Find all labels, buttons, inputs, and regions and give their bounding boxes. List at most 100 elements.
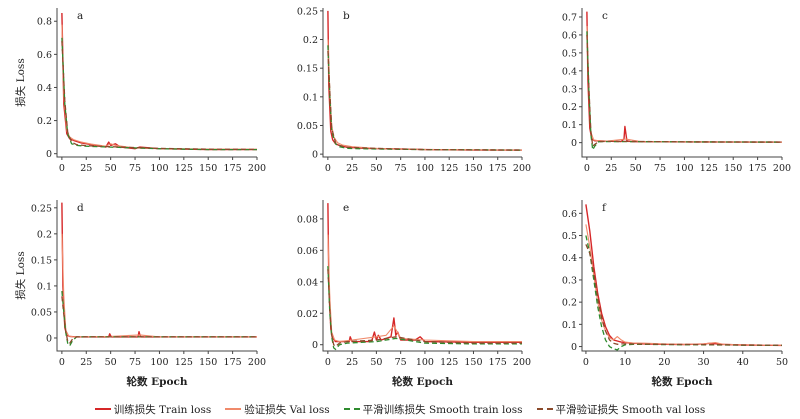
y-tick-label: 0.1 [562,120,577,131]
series-line-f-0 [585,204,783,347]
axes-b [322,8,522,158]
y-axis-label-a: 损失 Loss [14,58,27,106]
y-tick-label: 0 [312,340,318,351]
y-tick-label: 0.7 [562,12,577,23]
panel-letter-d: d [77,202,84,214]
y-tick-label: 0.02 [297,309,318,320]
series-line-a-1 [61,24,258,150]
axes-d [56,200,257,352]
x-tick-label: 50 [105,163,117,174]
x-axis-label-d: 轮数 Epoch [126,375,187,388]
x-tick-label: 125 [440,357,458,368]
series-line-b-1 [327,39,523,151]
legend-item-val: 验证损失 Val loss [225,402,330,417]
series-line-b-2 [327,45,523,151]
y-tick-label: 0.15 [297,64,318,75]
series-line-f-1 [585,224,783,346]
panel-e: 0 25 50 75 100 125 150 175 200 0 0.02 0.04 0.06 0.08 e… [297,200,531,388]
legend-item-train: 训练损失 Train loss [94,402,212,417]
y-tick-label: 0.08 [297,214,318,225]
panel-c: 0 25 50 75 100 125 150 175 200 0 0.1 0.2 0.3 0.4 0.5 0.… [562,8,791,174]
x-tick-label: 75 [395,357,407,368]
legend-label-smooth-val: 平滑验证损失 Smooth val loss [555,403,706,416]
y-tick-label: 0 [46,149,52,160]
x-tick-label: 100 [150,163,168,174]
panel-letter-a: a [77,10,83,22]
x-tick-label: 175 [224,357,242,368]
y-tick-label: 0.04 [297,277,318,288]
x-tick-label: 200 [513,357,531,368]
y-tick-label: 0 [571,342,577,353]
x-tick-label: 75 [129,163,141,174]
panel-b: 0 25 50 75 100 125 150 175 200 0 0.05 0.1 0.15 0.2 0.2… [297,6,531,174]
x-tick-label: 0 [325,163,331,174]
x-tick-label: 150 [199,163,217,174]
y-tick-label: 0.2 [37,229,52,240]
y-tick-label: 0.2 [37,116,52,127]
legend-item-smooth-train: 平滑训练损失 Smooth train loss [343,402,523,417]
x-tick-label: 25 [346,357,358,368]
x-tick-label: 40 [737,357,749,368]
y-tick-label: 0.25 [31,203,52,214]
series-line-f-3 [585,244,783,346]
legend-swatch-val [225,408,242,410]
x-tick-label: 200 [248,163,266,174]
x-tick-label: 0 [325,357,331,368]
x-tick-label: 200 [773,163,791,174]
y-tick-label: 0.2 [303,35,318,46]
legend-label-train: 训练损失 Train loss [113,403,212,416]
axes-f [581,200,782,352]
series-line-c-1 [586,25,783,143]
x-tick-label: 125 [700,163,718,174]
y-tick-label: 0 [571,138,577,149]
x-tick-label: 150 [724,163,742,174]
series-line-d-2 [61,291,257,347]
y-tick-label: 0.05 [31,307,52,318]
x-tick-label: 150 [464,163,482,174]
y-tick-label: 0.2 [562,298,577,309]
x-tick-label: 125 [175,163,193,174]
y-tick-label: 0.4 [562,253,577,264]
x-tick-label: 0 [59,163,65,174]
x-tick-label: 20 [658,357,670,368]
y-tick-label: 0.6 [37,50,52,61]
y-tick-label: 0.1 [37,281,52,292]
x-tick-label: 0 [59,357,65,368]
x-tick-label: 75 [129,357,141,368]
series-line-d-3 [61,296,257,344]
x-tick-label: 30 [698,357,710,368]
panel-d: 0 25 50 75 100 125 150 175 200 0 0.05 0.1 0.15 0.2 0.2… [14,200,266,388]
legend-swatch-smooth-train [343,408,360,410]
y-tick-label: 0.06 [297,246,318,257]
y-tick-label: 0.3 [562,275,577,286]
axes-c [581,8,782,158]
x-tick-label: 125 [440,163,458,174]
y-tick-label: 0.8 [37,17,52,28]
y-tick-label: 0.1 [303,92,318,103]
y-axis-label-d: 损失 Loss [14,251,27,299]
x-tick-label: 25 [346,163,358,174]
panel-f: 0 10 20 30 40 50 0 0.1 0.2 0.3 0.4 0.5 0.6 f 轮数 Epoch [562,200,788,388]
x-tick-label: 175 [224,163,242,174]
x-tick-label: 150 [199,357,217,368]
x-axis-label-f: 轮数 Epoch [651,375,712,388]
series-line-a-3 [61,41,258,151]
x-axis-label-e: 轮数 Epoch [392,375,453,388]
series-line-a-0 [61,12,257,151]
x-tick-label: 0 [584,163,590,174]
x-tick-label: 50 [370,163,382,174]
x-tick-label: 200 [248,357,266,368]
panel-letter-e: e [343,202,349,214]
x-tick-label: 100 [416,163,434,174]
panel-letter-b: b [343,10,350,22]
x-tick-label: 100 [150,357,168,368]
legend: 训练损失 Train loss 验证损失 Val loss 平滑训练损失 Smo… [0,399,800,419]
x-tick-label: 200 [513,163,531,174]
y-tick-label: 0 [312,150,318,161]
panel-letter-f: f [602,202,607,214]
y-tick-label: 0.5 [562,231,577,242]
y-tick-label: 0.4 [37,83,52,94]
y-tick-label: 0.2 [562,102,577,113]
series-line-c-2 [586,31,783,151]
